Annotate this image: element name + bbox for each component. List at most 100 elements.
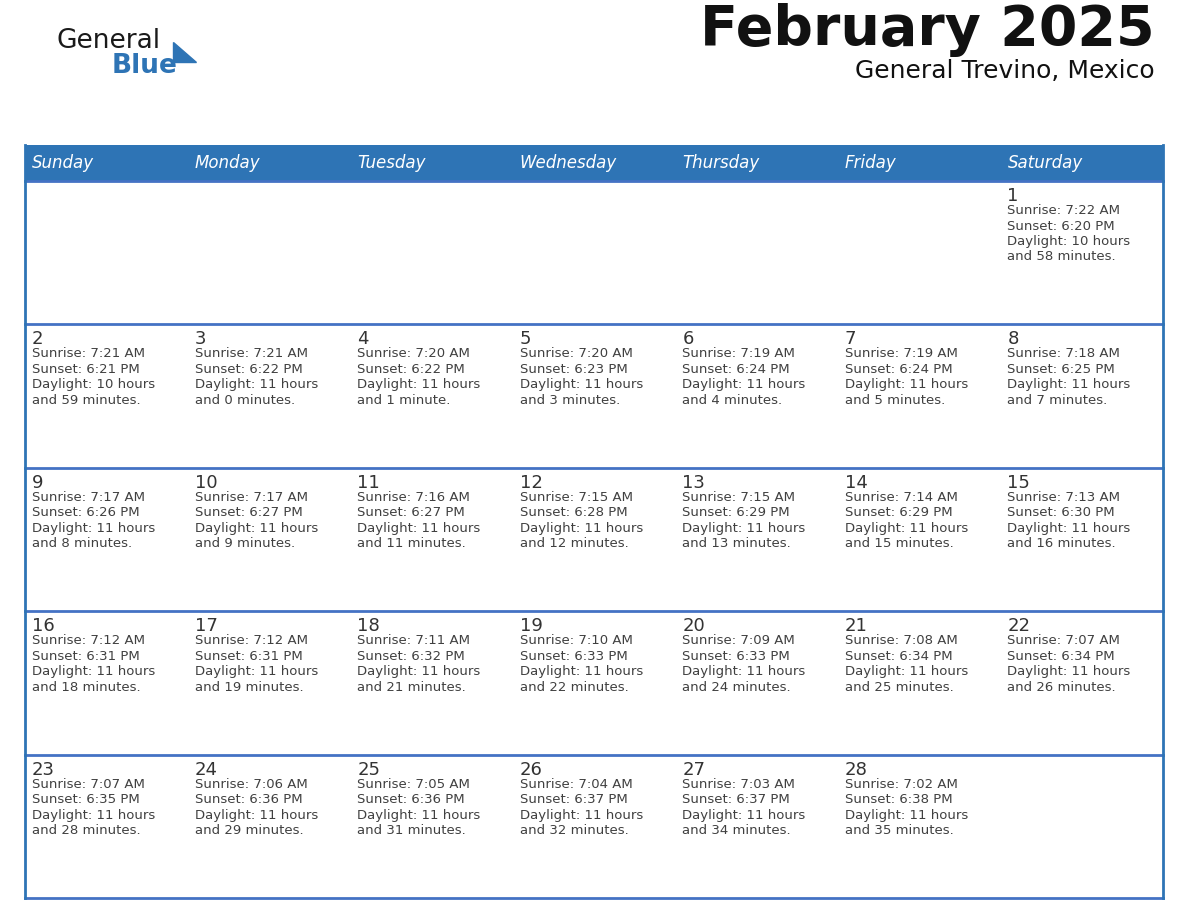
Text: and 7 minutes.: and 7 minutes. [1007,394,1107,407]
Text: 21: 21 [845,617,867,635]
Text: Sunset: 6:33 PM: Sunset: 6:33 PM [519,650,627,663]
Text: and 9 minutes.: and 9 minutes. [195,537,295,550]
Text: 27: 27 [682,761,706,778]
Text: and 0 minutes.: and 0 minutes. [195,394,295,407]
Text: Sunrise: 7:20 AM: Sunrise: 7:20 AM [358,347,470,361]
Text: Sunset: 6:38 PM: Sunset: 6:38 PM [845,793,953,806]
Text: and 18 minutes.: and 18 minutes. [32,681,140,694]
Text: Daylight: 11 hours: Daylight: 11 hours [845,378,968,391]
Text: Saturday: Saturday [1007,154,1082,172]
Text: Sunset: 6:29 PM: Sunset: 6:29 PM [845,507,953,520]
Text: and 26 minutes.: and 26 minutes. [1007,681,1116,694]
Text: Sunrise: 7:14 AM: Sunrise: 7:14 AM [845,491,958,504]
Text: Sunrise: 7:06 AM: Sunrise: 7:06 AM [195,778,308,790]
Text: and 3 minutes.: and 3 minutes. [519,394,620,407]
Text: Daylight: 11 hours: Daylight: 11 hours [519,521,643,535]
Text: Sunset: 6:36 PM: Sunset: 6:36 PM [195,793,302,806]
Text: Daylight: 11 hours: Daylight: 11 hours [32,521,156,535]
Text: 7: 7 [845,330,857,349]
Text: Sunrise: 7:03 AM: Sunrise: 7:03 AM [682,778,795,790]
Text: Sunset: 6:27 PM: Sunset: 6:27 PM [358,507,465,520]
Text: 1: 1 [1007,187,1019,205]
Text: Daylight: 11 hours: Daylight: 11 hours [682,809,805,822]
Bar [25,468,1163,611]
Text: 17: 17 [195,617,217,635]
Text: and 8 minutes.: and 8 minutes. [32,537,132,550]
Text: Daylight: 11 hours: Daylight: 11 hours [1007,521,1131,535]
Text: Daylight: 11 hours: Daylight: 11 hours [195,666,318,678]
Text: Sunset: 6:29 PM: Sunset: 6:29 PM [682,507,790,520]
Text: Daylight: 11 hours: Daylight: 11 hours [358,378,480,391]
Bar [25,611,1163,755]
Text: and 58 minutes.: and 58 minutes. [1007,251,1116,263]
Text: Daylight: 11 hours: Daylight: 11 hours [845,521,968,535]
Text: Sunset: 6:34 PM: Sunset: 6:34 PM [845,650,953,663]
Text: and 32 minutes.: and 32 minutes. [519,824,628,837]
Text: Daylight: 11 hours: Daylight: 11 hours [358,809,480,822]
Text: 5: 5 [519,330,531,349]
Text: Sunrise: 7:20 AM: Sunrise: 7:20 AM [519,347,632,361]
Text: and 25 minutes.: and 25 minutes. [845,681,954,694]
Text: Sunset: 6:22 PM: Sunset: 6:22 PM [195,363,302,375]
Text: and 19 minutes.: and 19 minutes. [195,681,303,694]
Text: Sunrise: 7:15 AM: Sunrise: 7:15 AM [519,491,633,504]
Text: Sunset: 6:25 PM: Sunset: 6:25 PM [1007,363,1116,375]
Text: Sunrise: 7:09 AM: Sunrise: 7:09 AM [682,634,795,647]
Text: and 34 minutes.: and 34 minutes. [682,824,791,837]
Text: Sunrise: 7:18 AM: Sunrise: 7:18 AM [1007,347,1120,361]
Text: 25: 25 [358,761,380,778]
Text: and 12 minutes.: and 12 minutes. [519,537,628,550]
Text: 8: 8 [1007,330,1019,349]
Text: Sunset: 6:21 PM: Sunset: 6:21 PM [32,363,140,375]
Text: Sunrise: 7:02 AM: Sunrise: 7:02 AM [845,778,958,790]
Text: and 59 minutes.: and 59 minutes. [32,394,140,407]
Text: Sunset: 6:32 PM: Sunset: 6:32 PM [358,650,465,663]
Text: Sunset: 6:28 PM: Sunset: 6:28 PM [519,507,627,520]
Text: Sunset: 6:24 PM: Sunset: 6:24 PM [682,363,790,375]
Text: and 24 minutes.: and 24 minutes. [682,681,791,694]
Text: 24: 24 [195,761,217,778]
Text: Sunset: 6:36 PM: Sunset: 6:36 PM [358,793,465,806]
Text: Sunrise: 7:22 AM: Sunrise: 7:22 AM [1007,204,1120,217]
Text: Sunset: 6:37 PM: Sunset: 6:37 PM [519,793,627,806]
Text: Sunset: 6:24 PM: Sunset: 6:24 PM [845,363,953,375]
Text: Sunrise: 7:10 AM: Sunrise: 7:10 AM [519,634,632,647]
Text: 13: 13 [682,474,706,492]
Text: Sunrise: 7:08 AM: Sunrise: 7:08 AM [845,634,958,647]
Text: and 31 minutes.: and 31 minutes. [358,824,466,837]
Text: 28: 28 [845,761,867,778]
Text: Sunset: 6:22 PM: Sunset: 6:22 PM [358,363,465,375]
Bar [25,181,1163,324]
Text: Sunset: 6:20 PM: Sunset: 6:20 PM [1007,219,1116,232]
Text: Daylight: 10 hours: Daylight: 10 hours [32,378,156,391]
Text: and 11 minutes.: and 11 minutes. [358,537,466,550]
Text: Sunset: 6:31 PM: Sunset: 6:31 PM [195,650,302,663]
Text: and 13 minutes.: and 13 minutes. [682,537,791,550]
Text: Daylight: 11 hours: Daylight: 11 hours [358,521,480,535]
Text: Daylight: 11 hours: Daylight: 11 hours [195,809,318,822]
Text: 22: 22 [1007,617,1030,635]
Text: Monday: Monday [195,154,260,172]
Text: Daylight: 11 hours: Daylight: 11 hours [519,809,643,822]
Text: 26: 26 [519,761,543,778]
Text: 14: 14 [845,474,867,492]
Text: Sunrise: 7:04 AM: Sunrise: 7:04 AM [519,778,632,790]
Text: Daylight: 11 hours: Daylight: 11 hours [195,378,318,391]
Text: and 22 minutes.: and 22 minutes. [519,681,628,694]
Text: and 16 minutes.: and 16 minutes. [1007,537,1116,550]
Text: Daylight: 11 hours: Daylight: 11 hours [682,666,805,678]
Text: Sunset: 6:30 PM: Sunset: 6:30 PM [1007,507,1116,520]
Text: 4: 4 [358,330,368,349]
Text: Sunrise: 7:17 AM: Sunrise: 7:17 AM [195,491,308,504]
Text: Sunrise: 7:19 AM: Sunrise: 7:19 AM [845,347,958,361]
Text: 20: 20 [682,617,704,635]
Text: 10: 10 [195,474,217,492]
Text: 16: 16 [32,617,55,635]
Text: and 4 minutes.: and 4 minutes. [682,394,783,407]
Text: Sunrise: 7:11 AM: Sunrise: 7:11 AM [358,634,470,647]
Text: Daylight: 11 hours: Daylight: 11 hours [845,666,968,678]
Text: Daylight: 11 hours: Daylight: 11 hours [519,378,643,391]
Text: Daylight: 11 hours: Daylight: 11 hours [195,521,318,535]
Text: Daylight: 11 hours: Daylight: 11 hours [845,809,968,822]
Text: Daylight: 11 hours: Daylight: 11 hours [519,666,643,678]
